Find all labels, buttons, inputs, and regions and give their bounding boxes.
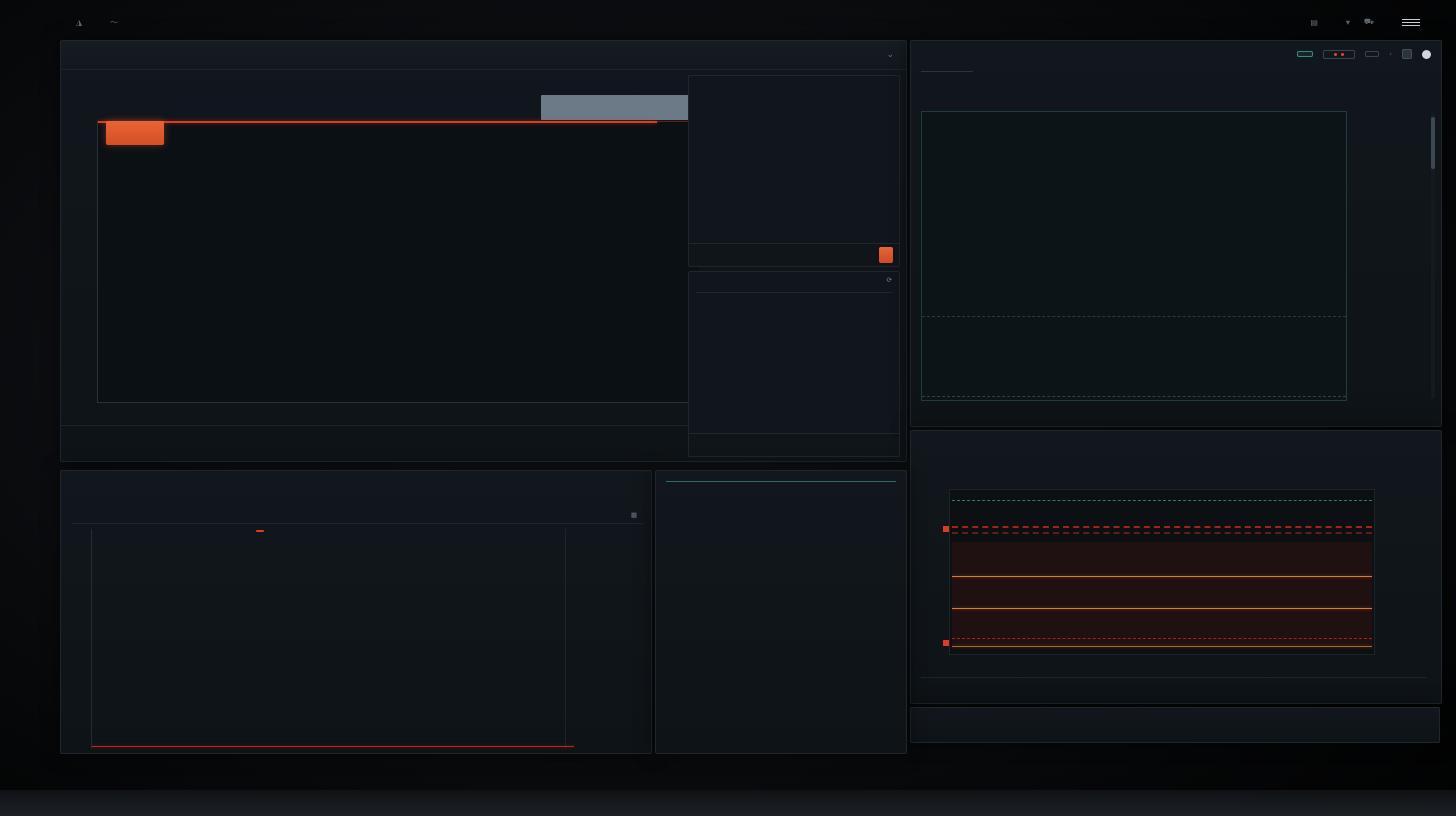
top-navbar: ◮ 〜 ▤ ▾ ⛟	[62, 12, 1434, 32]
panel-market-overview: ⌄	[60, 40, 907, 462]
scroll-thumb[interactable]	[1431, 117, 1435, 169]
positions-card: ⟳	[688, 271, 900, 457]
truck-icon: ⛟	[1363, 17, 1374, 26]
positions-footer	[689, 433, 899, 456]
flow-toolbar: ▦	[71, 507, 643, 524]
red-histogram	[952, 542, 1372, 646]
red-dot-icon	[1341, 52, 1345, 56]
risk-status-row	[921, 677, 1427, 683]
risk-y-axis	[917, 489, 945, 653]
flow-plot[interactable]	[91, 529, 574, 749]
tilde-icon: 〜	[110, 17, 119, 27]
main-panel-footer	[61, 425, 691, 461]
flow-bottom-redline	[92, 746, 574, 747]
positions-count: ⟳	[887, 276, 892, 284]
flow-body	[67, 529, 647, 749]
flow-sidebar	[565, 529, 647, 749]
orange-level-line-2	[952, 608, 1372, 609]
green-series-line	[952, 490, 1372, 654]
red-dot-icon	[1334, 52, 1338, 56]
red-tag-icon	[943, 526, 949, 532]
moving-average-line	[98, 121, 700, 403]
red-band-line	[952, 526, 1372, 528]
overlay-grey	[255, 527, 264, 534]
risk-chart[interactable]	[943, 489, 1375, 655]
base-divider-line	[922, 396, 1346, 397]
panel-volume-roadmap: ·	[910, 40, 1442, 427]
dot-icon: ·	[1389, 49, 1392, 59]
positions-header: ⟳	[689, 272, 899, 285]
profile-icon[interactable]	[1422, 49, 1431, 59]
calendar-icon[interactable]: ▦	[630, 511, 637, 519]
chevron-down-icon[interactable]: ▾	[1345, 17, 1350, 27]
volume-subtitle	[921, 71, 973, 74]
window-icon[interactable]	[1402, 49, 1412, 59]
risk-x-axis	[949, 657, 1373, 667]
volume-scrollbar[interactable]	[1431, 111, 1435, 399]
red-dashed-bottom	[952, 638, 1372, 639]
flow-y-axis	[67, 529, 89, 749]
red-tag-icon	[943, 640, 949, 646]
grid-icon: ▤	[1310, 17, 1318, 27]
ops-header	[666, 477, 896, 482]
navbar-right: ▤ ▾ ⛟	[1282, 17, 1434, 27]
timer-box[interactable]	[1365, 51, 1380, 57]
order-ticket-card	[688, 75, 900, 267]
candlestick-chart[interactable]	[71, 95, 700, 423]
positions-extras	[696, 292, 892, 295]
candlestick-plot[interactable]	[97, 95, 700, 403]
panel-bottom-footer	[910, 707, 1440, 743]
orange-bottom-line	[952, 646, 1372, 647]
overlay-badge	[255, 530, 264, 532]
red-band-line-2	[952, 532, 1372, 534]
order-card-footer	[689, 243, 899, 266]
panel-risk-band	[910, 430, 1442, 704]
order-rows	[689, 81, 899, 83]
navbar-left: ◮ 〜	[62, 17, 132, 28]
panel-operation-log	[655, 470, 907, 754]
ops-rows	[666, 499, 898, 749]
support-line[interactable]	[98, 121, 657, 123]
menu-bars-icon[interactable]	[1402, 18, 1420, 26]
orange-level-line	[952, 576, 1372, 577]
time-axis	[97, 409, 699, 421]
volume-chart[interactable]	[921, 111, 1347, 401]
start-button[interactable]	[1297, 51, 1314, 57]
refresh-icon[interactable]: ⟳	[886, 276, 892, 284]
sell-limit-button[interactable]	[106, 121, 164, 145]
teal-dashed-line	[952, 500, 1372, 501]
bottom-light-strip	[0, 790, 1456, 816]
order-column: ⟳	[688, 75, 900, 457]
confirm-order-button[interactable]	[879, 247, 893, 263]
delta-icon: ◮	[76, 17, 83, 27]
main-panel-header: ⌄	[61, 41, 906, 70]
mid-divider-line	[922, 316, 1346, 317]
positions-columns	[689, 286, 899, 290]
collapse-icon[interactable]: ⌄	[886, 50, 894, 60]
chart-tooltip	[541, 95, 699, 120]
stop-control[interactable]	[1323, 49, 1356, 59]
secondary-support-line	[98, 121, 699, 122]
price-axis	[71, 121, 97, 403]
panel-flow-analysis: ▦	[60, 470, 652, 754]
volume-panel-header: ·	[911, 41, 1441, 67]
volume-price-axis	[1351, 111, 1407, 399]
order-annotation	[98, 121, 164, 145]
